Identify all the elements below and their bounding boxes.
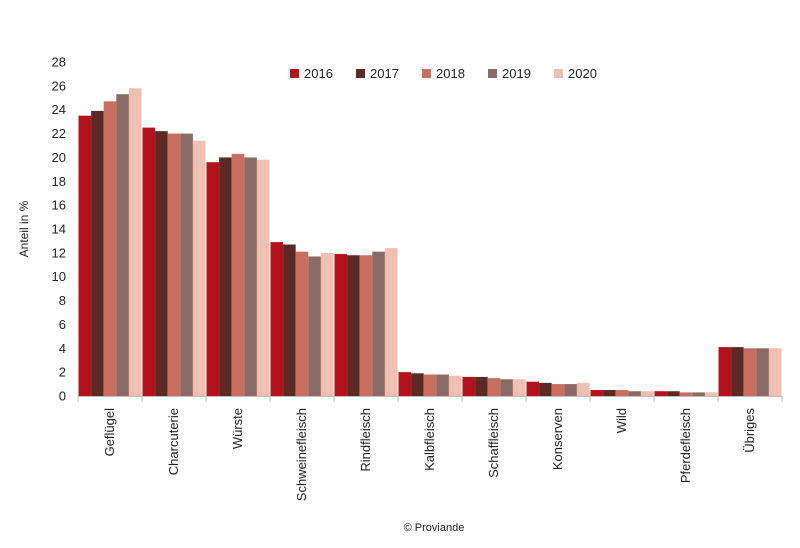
bar <box>206 162 220 396</box>
y-tick-label: 14 <box>52 222 66 237</box>
y-tick-label: 18 <box>52 174 66 189</box>
x-category-label: Schweinefleisch <box>294 408 309 501</box>
bar <box>180 133 193 397</box>
bar <box>603 390 616 396</box>
x-category-label: Konserven <box>550 408 565 470</box>
bar <box>436 374 449 396</box>
bar <box>731 347 744 396</box>
y-tick-label: 10 <box>52 269 66 284</box>
legend: 2016 2017 2018 2019 2020 <box>290 66 597 81</box>
bar <box>718 347 732 396</box>
bar <box>590 390 604 396</box>
bar <box>256 159 270 396</box>
legend-swatch <box>356 69 365 78</box>
bar <box>192 140 206 396</box>
x-category-label: Rindfleisch <box>358 408 373 472</box>
x-category-label: Schaffleisch <box>486 408 501 478</box>
legend-swatch <box>290 69 299 78</box>
bar <box>628 391 641 396</box>
bar <box>103 101 117 396</box>
bar <box>384 248 398 396</box>
bar <box>654 391 668 396</box>
bar <box>155 131 168 396</box>
bar <box>640 391 654 396</box>
bar <box>667 391 680 396</box>
x-category-label: Pferdefleisch <box>678 408 693 483</box>
bar <box>743 348 757 396</box>
y-tick-label: 16 <box>52 198 66 213</box>
bar <box>142 127 156 396</box>
y-tick-label: 2 <box>59 365 66 380</box>
bar <box>576 382 590 396</box>
y-tick-label: 4 <box>59 341 66 356</box>
bar <box>308 256 321 396</box>
source-note: © Proviande <box>404 522 465 534</box>
bar <box>167 133 181 397</box>
bars <box>78 88 782 397</box>
bar <box>526 381 540 396</box>
legend-label: 2016 <box>304 66 333 81</box>
bar <box>231 153 245 396</box>
x-axis-labels: Geflügel Charcuterie Würste Schweinefleisch… <box>102 408 757 502</box>
y-tick-label: 0 <box>59 389 66 404</box>
bar <box>539 382 552 396</box>
bar <box>487 378 501 396</box>
bar <box>78 115 92 396</box>
legend-label: 2017 <box>370 66 399 81</box>
bar <box>398 372 412 396</box>
bar <box>551 384 565 396</box>
legend-swatch <box>488 69 497 78</box>
bar <box>475 376 488 396</box>
bar <box>334 254 348 396</box>
bar <box>615 390 629 396</box>
legend-label: 2019 <box>502 66 531 81</box>
y-tick-label: 28 <box>52 55 66 70</box>
bar <box>320 252 334 396</box>
bar <box>448 375 462 396</box>
bar <box>500 379 513 396</box>
bar <box>411 373 424 396</box>
bar <box>128 88 142 396</box>
bar <box>679 392 693 396</box>
bar <box>270 242 284 396</box>
x-category-label: Wild <box>614 408 629 433</box>
x-axis-ticks <box>77 396 783 402</box>
legend-label: 2018 <box>436 66 465 81</box>
y-tick-label: 26 <box>52 78 66 93</box>
bar <box>692 392 705 396</box>
bar <box>372 251 385 396</box>
y-tick-label: 22 <box>52 126 66 141</box>
x-category-label: Würste <box>230 408 245 449</box>
bar <box>423 374 437 396</box>
bar <box>512 379 526 396</box>
y-tick-label: 8 <box>59 293 66 308</box>
bar <box>219 157 232 396</box>
x-category-label: Charcuterie <box>166 408 181 475</box>
y-tick-label: 6 <box>59 317 66 332</box>
bar <box>564 384 577 396</box>
bar <box>768 348 782 396</box>
bar <box>244 157 257 396</box>
legend-swatch <box>422 69 431 78</box>
y-axis-title: Anteil in % <box>17 200 31 257</box>
bar <box>462 376 476 396</box>
bar <box>116 94 129 396</box>
bar <box>756 348 769 396</box>
legend-label: 2020 <box>568 66 597 81</box>
x-category-label: Geflügel <box>102 408 117 457</box>
y-tick-label: 24 <box>52 102 66 117</box>
x-category-label: Übriges <box>742 408 757 453</box>
bar <box>359 255 373 396</box>
bar <box>91 110 104 397</box>
x-category-label: Kalbfleisch <box>422 408 437 471</box>
bar <box>283 244 296 396</box>
bar <box>347 255 360 396</box>
legend-swatch <box>554 69 563 78</box>
y-tick-label: 20 <box>52 150 66 165</box>
bar <box>295 251 309 396</box>
y-tick-label: 12 <box>52 245 66 260</box>
bar <box>704 392 718 396</box>
